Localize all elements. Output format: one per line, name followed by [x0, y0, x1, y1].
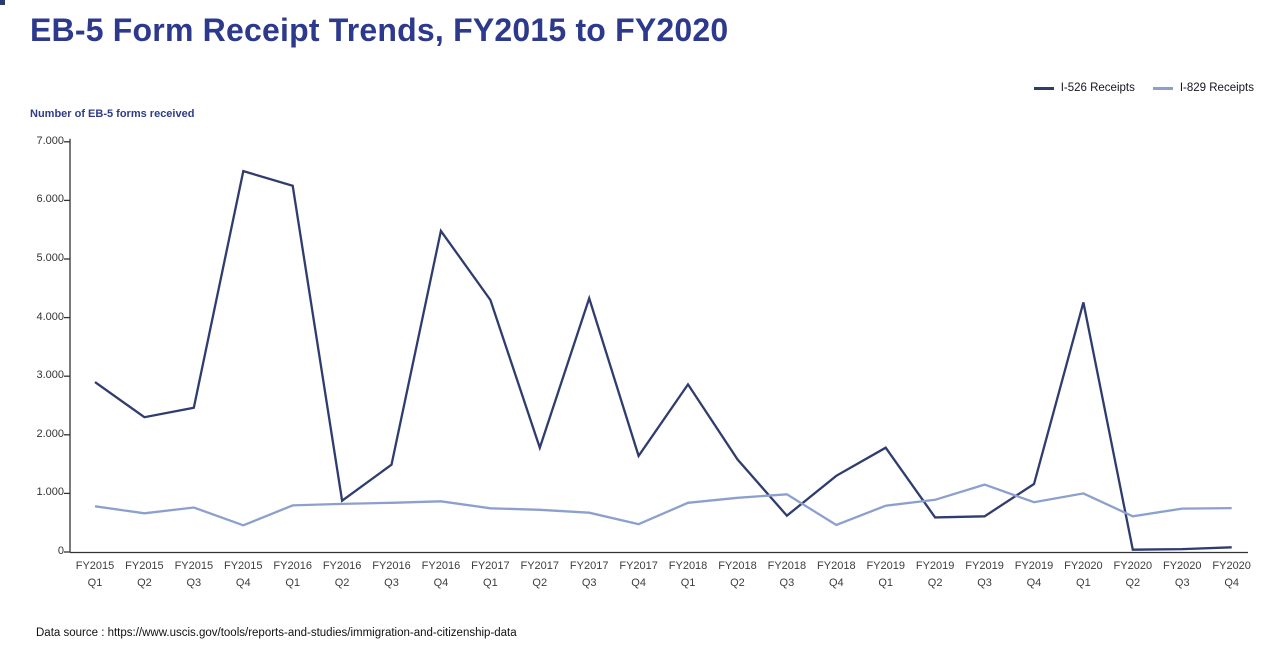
x-axis-label-year: FY2017 — [520, 560, 560, 572]
x-axis-label-year: FY2020 — [1113, 560, 1153, 572]
series-line-i-526-receipts — [94, 169, 1232, 551]
y-axis-tick-label: 3.000 — [36, 369, 64, 382]
x-axis-label: FY2015 Q3 — [168, 558, 220, 591]
data-source-note: Data source : https://www.uscis.gov/tool… — [36, 627, 517, 639]
legend-item-i-829-receipts: I-829 Receipts — [1152, 82, 1254, 94]
x-axis-label-quarter: Q3 — [779, 576, 795, 589]
x-axis-label: FY2017 Q2 — [514, 558, 566, 591]
x-axis-label-quarter: Q2 — [532, 576, 548, 589]
x-axis-label-year: FY2020 — [1162, 560, 1202, 572]
x-axis-label-quarter: Q4 — [631, 576, 646, 589]
y-axis-tick-label: 6.000 — [36, 193, 64, 206]
x-axis-label-year: FY2016 — [372, 560, 411, 572]
x-axis-label: FY2020 Q4 — [1206, 558, 1258, 591]
x-axis-label: FY2017 Q4 — [613, 558, 665, 591]
x-axis-label-year: FY2017 — [471, 560, 510, 572]
y-axis-title: Number of EB-5 forms received — [30, 108, 195, 120]
y-axis-tick-label: 4.000 — [36, 310, 64, 323]
x-axis-label-year: FY2018 — [668, 560, 708, 572]
x-axis-label-year: FY2015 — [174, 560, 214, 572]
x-axis-label: FY2015 Q1 — [69, 558, 121, 591]
x-axis-label: FY2018 Q1 — [662, 558, 714, 591]
x-axis-label: FY2018 Q2 — [711, 558, 763, 591]
x-axis-label-year: FY2017 — [619, 560, 658, 572]
x-axis-label-year: FY2020 — [1212, 560, 1251, 572]
chart-legend: I-526 Receipts I-829 Receipts — [1033, 82, 1254, 94]
x-axis-label: FY2018 Q3 — [761, 558, 813, 591]
x-axis-label: FY2018 Q4 — [810, 558, 862, 591]
legend-item-i-526-receipts: I-526 Receipts — [1033, 82, 1135, 94]
x-axis-label: FY2020 Q1 — [1057, 558, 1109, 591]
x-axis-label: FY2016 Q3 — [366, 558, 418, 591]
x-axis-label-quarter: Q4 — [1224, 576, 1239, 589]
x-axis-label-quarter: Q1 — [483, 576, 498, 589]
x-axis-label-quarter: Q2 — [334, 576, 350, 589]
x-axis-label: FY2016 Q1 — [267, 558, 319, 591]
x-axis-label: FY2019 Q4 — [1008, 558, 1060, 591]
x-axis-label-year: FY2015 — [223, 560, 263, 572]
x-axis-label-quarter: Q3 — [186, 576, 202, 589]
x-axis-label: FY2015 Q2 — [118, 558, 170, 591]
x-axis-label: FY2020 Q2 — [1107, 558, 1159, 591]
x-axis-label-quarter: Q3 — [977, 576, 992, 589]
x-axis-label-quarter: Q1 — [285, 576, 301, 589]
x-axis-label-year: FY2019 — [1014, 560, 1054, 572]
x-axis-label-quarter: Q1 — [1076, 576, 1091, 589]
x-axis-label-quarter: Q4 — [433, 576, 449, 589]
legend-line-swatch — [1033, 86, 1054, 90]
x-axis-label-quarter: Q4 — [828, 576, 844, 589]
legend-label: I-829 Receipts — [1179, 82, 1254, 94]
y-axis-tick-label: 1.000 — [36, 486, 64, 499]
x-axis-label-year: FY2019 — [866, 560, 905, 572]
corner-mark — [0, 0, 5, 5]
x-axis-label-quarter: Q3 — [581, 576, 597, 589]
x-axis-label: FY2019 Q2 — [909, 558, 961, 591]
x-axis-label-quarter: Q2 — [927, 576, 943, 589]
series-line-i-829-receipts — [94, 483, 1232, 527]
x-axis-label-year: FY2015 — [75, 560, 115, 572]
y-axis-tick-label: 7.000 — [36, 134, 64, 147]
legend-line-swatch — [1152, 86, 1173, 90]
x-axis-label-quarter: Q3 — [1174, 576, 1190, 589]
x-axis-label-quarter: Q4 — [1026, 576, 1042, 589]
x-axis-label: FY2017 Q3 — [563, 558, 615, 591]
x-axis-label-quarter: Q1 — [878, 576, 894, 589]
x-axis-label-quarter: Q1 — [87, 576, 103, 589]
x-axis-label-year: FY2019 — [965, 560, 1004, 572]
x-axis-label-quarter: Q3 — [384, 576, 399, 589]
x-axis-label-year: FY2016 — [421, 560, 461, 572]
x-axis-label: FY2015 Q4 — [217, 558, 269, 591]
y-axis-tick-label: 5.000 — [36, 252, 64, 264]
y-axis-tick-label: 0 — [57, 545, 64, 557]
x-axis-label-quarter: Q4 — [235, 576, 251, 589]
x-axis-label: FY2019 Q1 — [860, 558, 912, 591]
x-axis-label-year: FY2020 — [1064, 560, 1103, 572]
x-axis-label-year: FY2018 — [817, 560, 856, 572]
x-axis-label-quarter: Q1 — [680, 576, 696, 589]
x-axis-label-year: FY2018 — [718, 560, 757, 572]
x-axis-label: FY2016 Q4 — [415, 558, 467, 591]
x-axis-label-year: FY2018 — [767, 560, 807, 572]
x-axis-label-quarter: Q2 — [1125, 576, 1141, 589]
x-axis-label: FY2017 Q1 — [464, 558, 516, 591]
x-axis-label-year: FY2019 — [915, 560, 955, 572]
x-axis-label: FY2020 Q3 — [1156, 558, 1208, 591]
x-axis-label-quarter: Q2 — [730, 576, 745, 589]
legend-label: I-526 Receipts — [1060, 82, 1135, 94]
x-axis-label: FY2019 Q3 — [959, 558, 1011, 591]
y-axis-tick-label: 2.000 — [36, 427, 64, 440]
x-axis-label-quarter: Q2 — [137, 576, 152, 589]
x-axis-label-year: FY2016 — [322, 560, 362, 572]
x-axis-label-year: FY2015 — [125, 560, 164, 572]
x-axis-label-year: FY2017 — [569, 560, 609, 572]
x-axis-label: FY2016 Q2 — [316, 558, 368, 591]
x-axis-label-year: FY2016 — [273, 560, 312, 572]
page-title: EB-5 Form Receipt Trends, FY2015 to FY20… — [30, 12, 729, 48]
